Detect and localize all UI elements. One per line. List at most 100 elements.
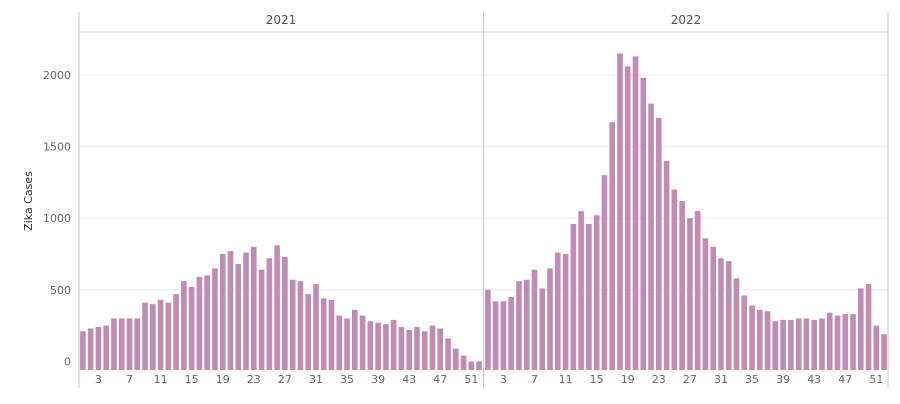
bar	[390, 319, 397, 370]
x-tick-label: 7	[126, 373, 133, 386]
bar	[344, 318, 350, 370]
x-tick-label: 35	[340, 373, 354, 386]
bar	[289, 279, 296, 370]
x-tick-label: 27	[278, 373, 292, 386]
bar	[460, 355, 467, 370]
bar	[320, 298, 327, 370]
bar	[508, 296, 514, 370]
bar	[429, 325, 436, 370]
bar	[562, 253, 569, 370]
bar	[251, 246, 257, 370]
bar	[150, 304, 156, 370]
bar	[243, 252, 249, 370]
bar	[772, 321, 779, 370]
bar	[764, 311, 771, 370]
bar	[235, 264, 242, 370]
x-tick-label: 27	[683, 373, 697, 386]
bar	[609, 122, 615, 370]
bar	[632, 56, 639, 370]
bar	[679, 201, 685, 370]
bar	[795, 318, 802, 370]
bar	[788, 319, 794, 370]
bar	[593, 215, 600, 370]
x-tick-label: 47	[838, 373, 852, 386]
bar	[142, 302, 148, 370]
y-tick-label: 2000	[43, 69, 71, 82]
bar	[485, 289, 491, 370]
bar	[375, 322, 381, 370]
bar	[336, 315, 343, 370]
panel-title: 2021	[266, 13, 297, 27]
y-tick-label: 1500	[43, 141, 71, 154]
bar	[313, 284, 319, 370]
y-tick-label: 1000	[43, 212, 71, 225]
x-tick-label: 3	[500, 373, 507, 386]
bar	[352, 309, 358, 370]
bar	[834, 315, 841, 370]
bar	[811, 319, 817, 370]
bar	[258, 269, 265, 370]
x-tick-label: 43	[807, 373, 821, 386]
bar	[624, 66, 631, 371]
bar	[842, 314, 849, 370]
y-axis-title: Zika Cases	[22, 171, 35, 231]
bar	[126, 318, 133, 370]
bar	[640, 77, 647, 370]
x-tick-label: 11	[154, 373, 168, 386]
bar	[523, 279, 530, 370]
bar	[95, 327, 102, 370]
bar	[873, 325, 880, 370]
bar	[710, 246, 716, 370]
x-tick-label: 23	[652, 373, 666, 386]
bar	[570, 223, 577, 370]
bar	[702, 238, 709, 370]
x-tick-label: 31	[714, 373, 728, 386]
x-tick-label: 51	[464, 373, 478, 386]
bar	[173, 294, 179, 370]
bar	[188, 286, 195, 370]
x-tick-label: 7	[531, 373, 538, 386]
bar	[398, 327, 405, 370]
bar	[359, 315, 366, 370]
bar	[547, 268, 553, 370]
bar	[476, 361, 482, 370]
bar	[87, 328, 94, 370]
bar	[282, 256, 288, 370]
bar	[134, 318, 141, 370]
bar	[656, 117, 662, 371]
bar	[468, 361, 475, 370]
bar	[500, 301, 507, 370]
bar	[741, 295, 748, 370]
bar	[297, 281, 304, 370]
x-tick-label: 47	[433, 373, 447, 386]
bar	[103, 325, 109, 370]
bar	[531, 269, 538, 370]
x-tick-label: 39	[371, 373, 385, 386]
bar	[453, 348, 459, 370]
bar	[212, 268, 218, 370]
bar	[671, 189, 678, 370]
bar	[516, 281, 522, 370]
bar	[80, 331, 86, 370]
bar	[157, 299, 164, 370]
y-tick-label: 0	[64, 355, 71, 368]
bar	[437, 328, 444, 370]
bar	[111, 318, 117, 370]
bar	[266, 258, 273, 370]
bar	[204, 275, 210, 370]
bar	[601, 175, 608, 370]
bar	[227, 251, 234, 370]
bar	[118, 318, 125, 370]
bar	[414, 327, 420, 370]
bar	[578, 211, 584, 370]
x-tick-label: 15	[185, 373, 199, 386]
bar	[539, 288, 546, 370]
bar	[196, 276, 203, 370]
bar	[687, 218, 693, 370]
bar	[305, 294, 311, 370]
x-tick-label: 31	[309, 373, 323, 386]
bar	[328, 299, 335, 370]
bar	[663, 160, 670, 370]
bar	[881, 334, 887, 370]
